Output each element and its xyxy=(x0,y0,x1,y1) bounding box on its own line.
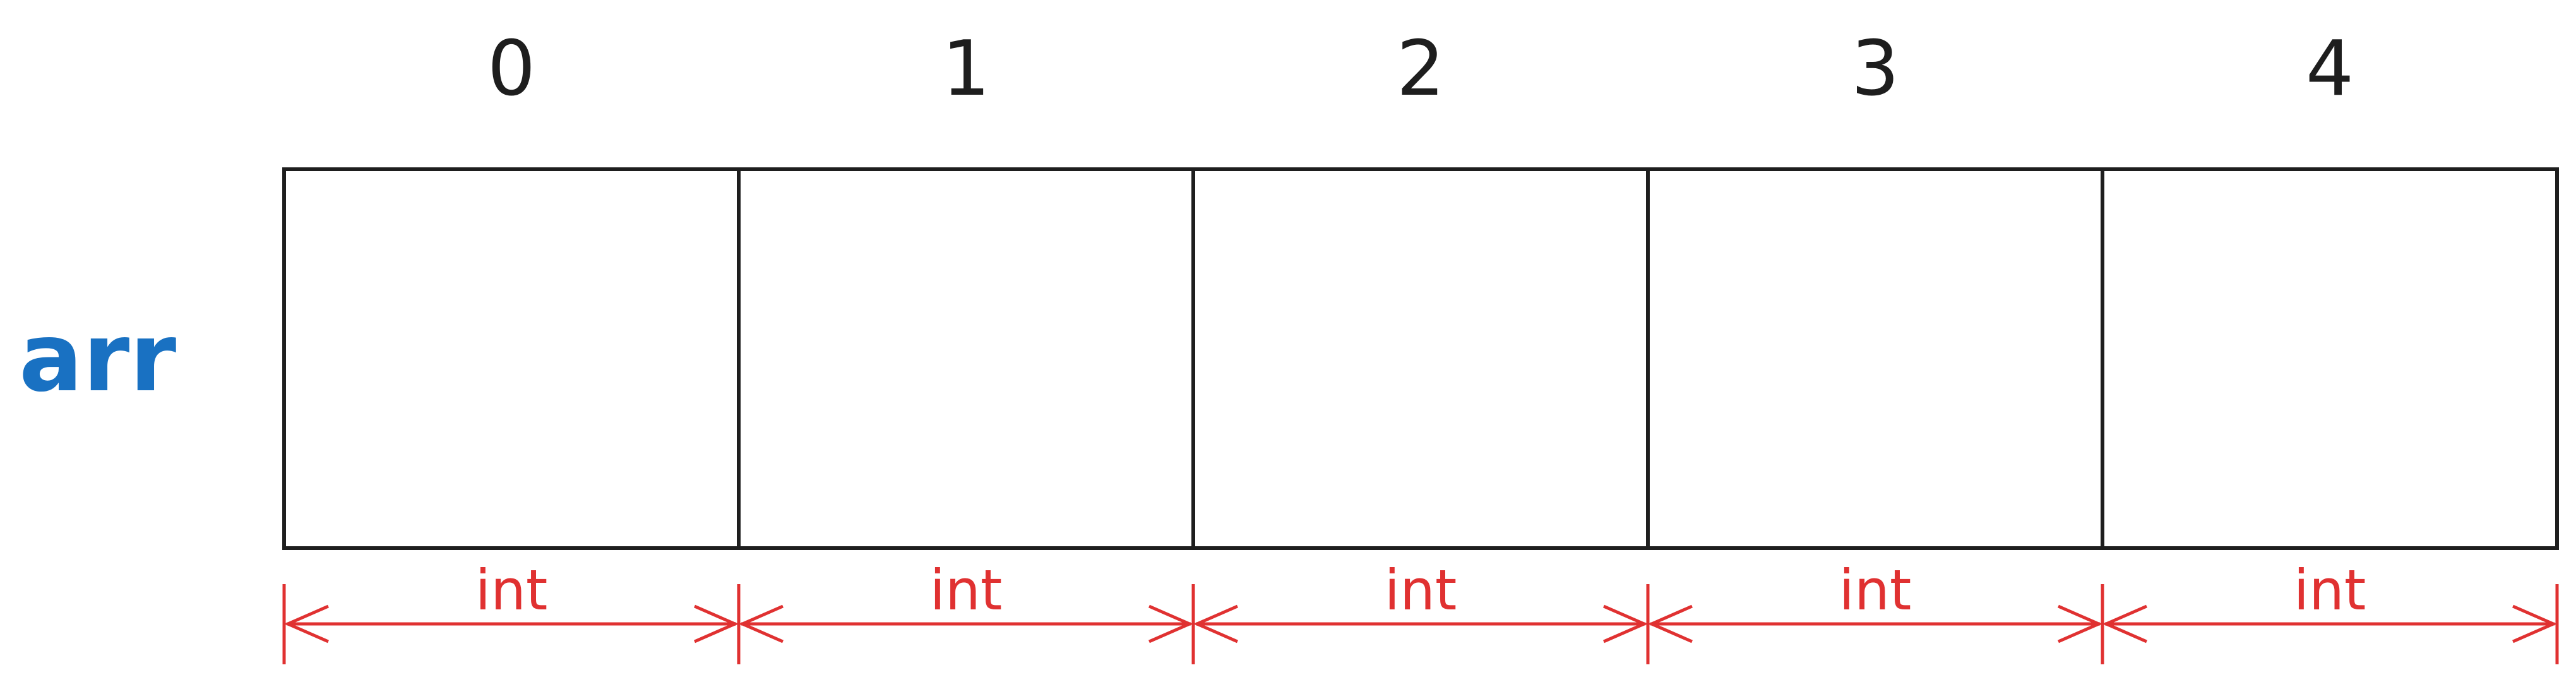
arrowhead-right-icon xyxy=(2512,604,2558,643)
type-annotation-row: int int int int int xyxy=(282,558,2559,664)
array-cells xyxy=(282,167,2559,550)
arrowhead-left-icon xyxy=(1647,604,1693,643)
arrowhead-right-icon xyxy=(2057,604,2103,643)
index-label: 0 xyxy=(487,25,535,113)
type-label: int xyxy=(1385,558,1457,623)
array-cell xyxy=(737,167,1195,550)
arrowhead-left-icon xyxy=(1193,604,1239,643)
array-cell xyxy=(1191,167,1650,550)
type-label: int xyxy=(475,558,548,623)
type-label: int xyxy=(1839,558,1912,623)
index-label: 1 xyxy=(942,25,990,113)
arrowhead-left-icon xyxy=(738,604,784,643)
index-label: 4 xyxy=(2306,25,2354,113)
index-label: 3 xyxy=(1851,25,1899,113)
index-row: 0 1 2 3 4 xyxy=(487,25,2354,113)
index-label: 2 xyxy=(1397,25,1445,113)
array-cell xyxy=(2101,167,2559,550)
arrowhead-left-icon xyxy=(2102,604,2148,643)
type-label: int xyxy=(930,558,1003,623)
array-label: arr xyxy=(19,303,176,413)
arrowhead-left-icon xyxy=(283,604,330,643)
array-cell xyxy=(282,167,741,550)
array-cell xyxy=(1646,167,2104,550)
arrowhead-right-icon xyxy=(693,604,739,643)
arrowhead-right-icon xyxy=(1148,604,1194,643)
arrowhead-right-icon xyxy=(1602,604,1649,643)
type-label: int xyxy=(2294,558,2366,623)
